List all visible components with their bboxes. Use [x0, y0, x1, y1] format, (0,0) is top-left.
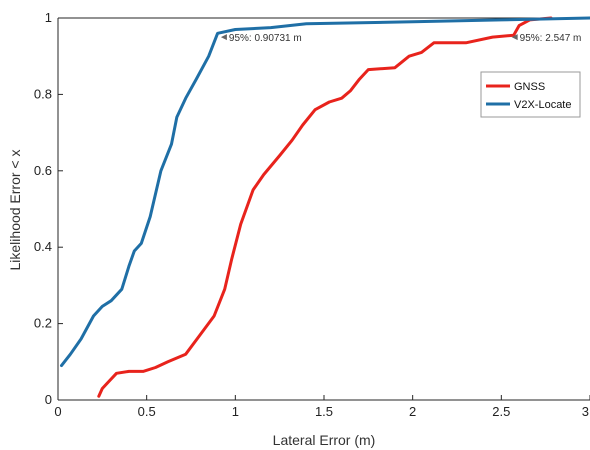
- y-tick-label: 0.8: [34, 86, 52, 101]
- annotation-label: 95%: 2.547 m: [520, 33, 582, 44]
- y-tick-label: 0.4: [34, 239, 52, 254]
- y-tick-label: 0.6: [34, 163, 52, 178]
- y-axis-label: Likelihood Error < x: [7, 149, 23, 270]
- series-line-gnss: [97, 16, 553, 398]
- series-line-v2x-locate: [60, 16, 590, 368]
- x-tick-label: 1: [232, 404, 239, 419]
- x-axis-label: Lateral Error (m): [273, 432, 376, 448]
- legend-label-v2x-locate: V2X-Locate: [514, 99, 571, 111]
- annotation-pointer: [220, 34, 227, 41]
- x-tick-label: 2.5: [492, 404, 510, 419]
- legend: GNSS V2X-Locate: [480, 71, 581, 118]
- x-tick-label: 2: [409, 404, 416, 419]
- x-tick-label: 3: [582, 404, 589, 419]
- y-tick-label: 0: [45, 392, 52, 407]
- y-tick-label: 1: [45, 10, 52, 25]
- annotation-pointer: [511, 34, 518, 41]
- annotation-label: 95%: 0.90731 m: [229, 33, 302, 44]
- x-tick-label: 0: [54, 404, 61, 419]
- legend-box: [480, 71, 581, 118]
- x-tick-label: 1.5: [315, 404, 333, 419]
- x-tick-label: 0.5: [138, 404, 156, 419]
- y-tick-label: 0.2: [34, 316, 52, 331]
- legend-label-gnss: GNSS: [514, 81, 545, 93]
